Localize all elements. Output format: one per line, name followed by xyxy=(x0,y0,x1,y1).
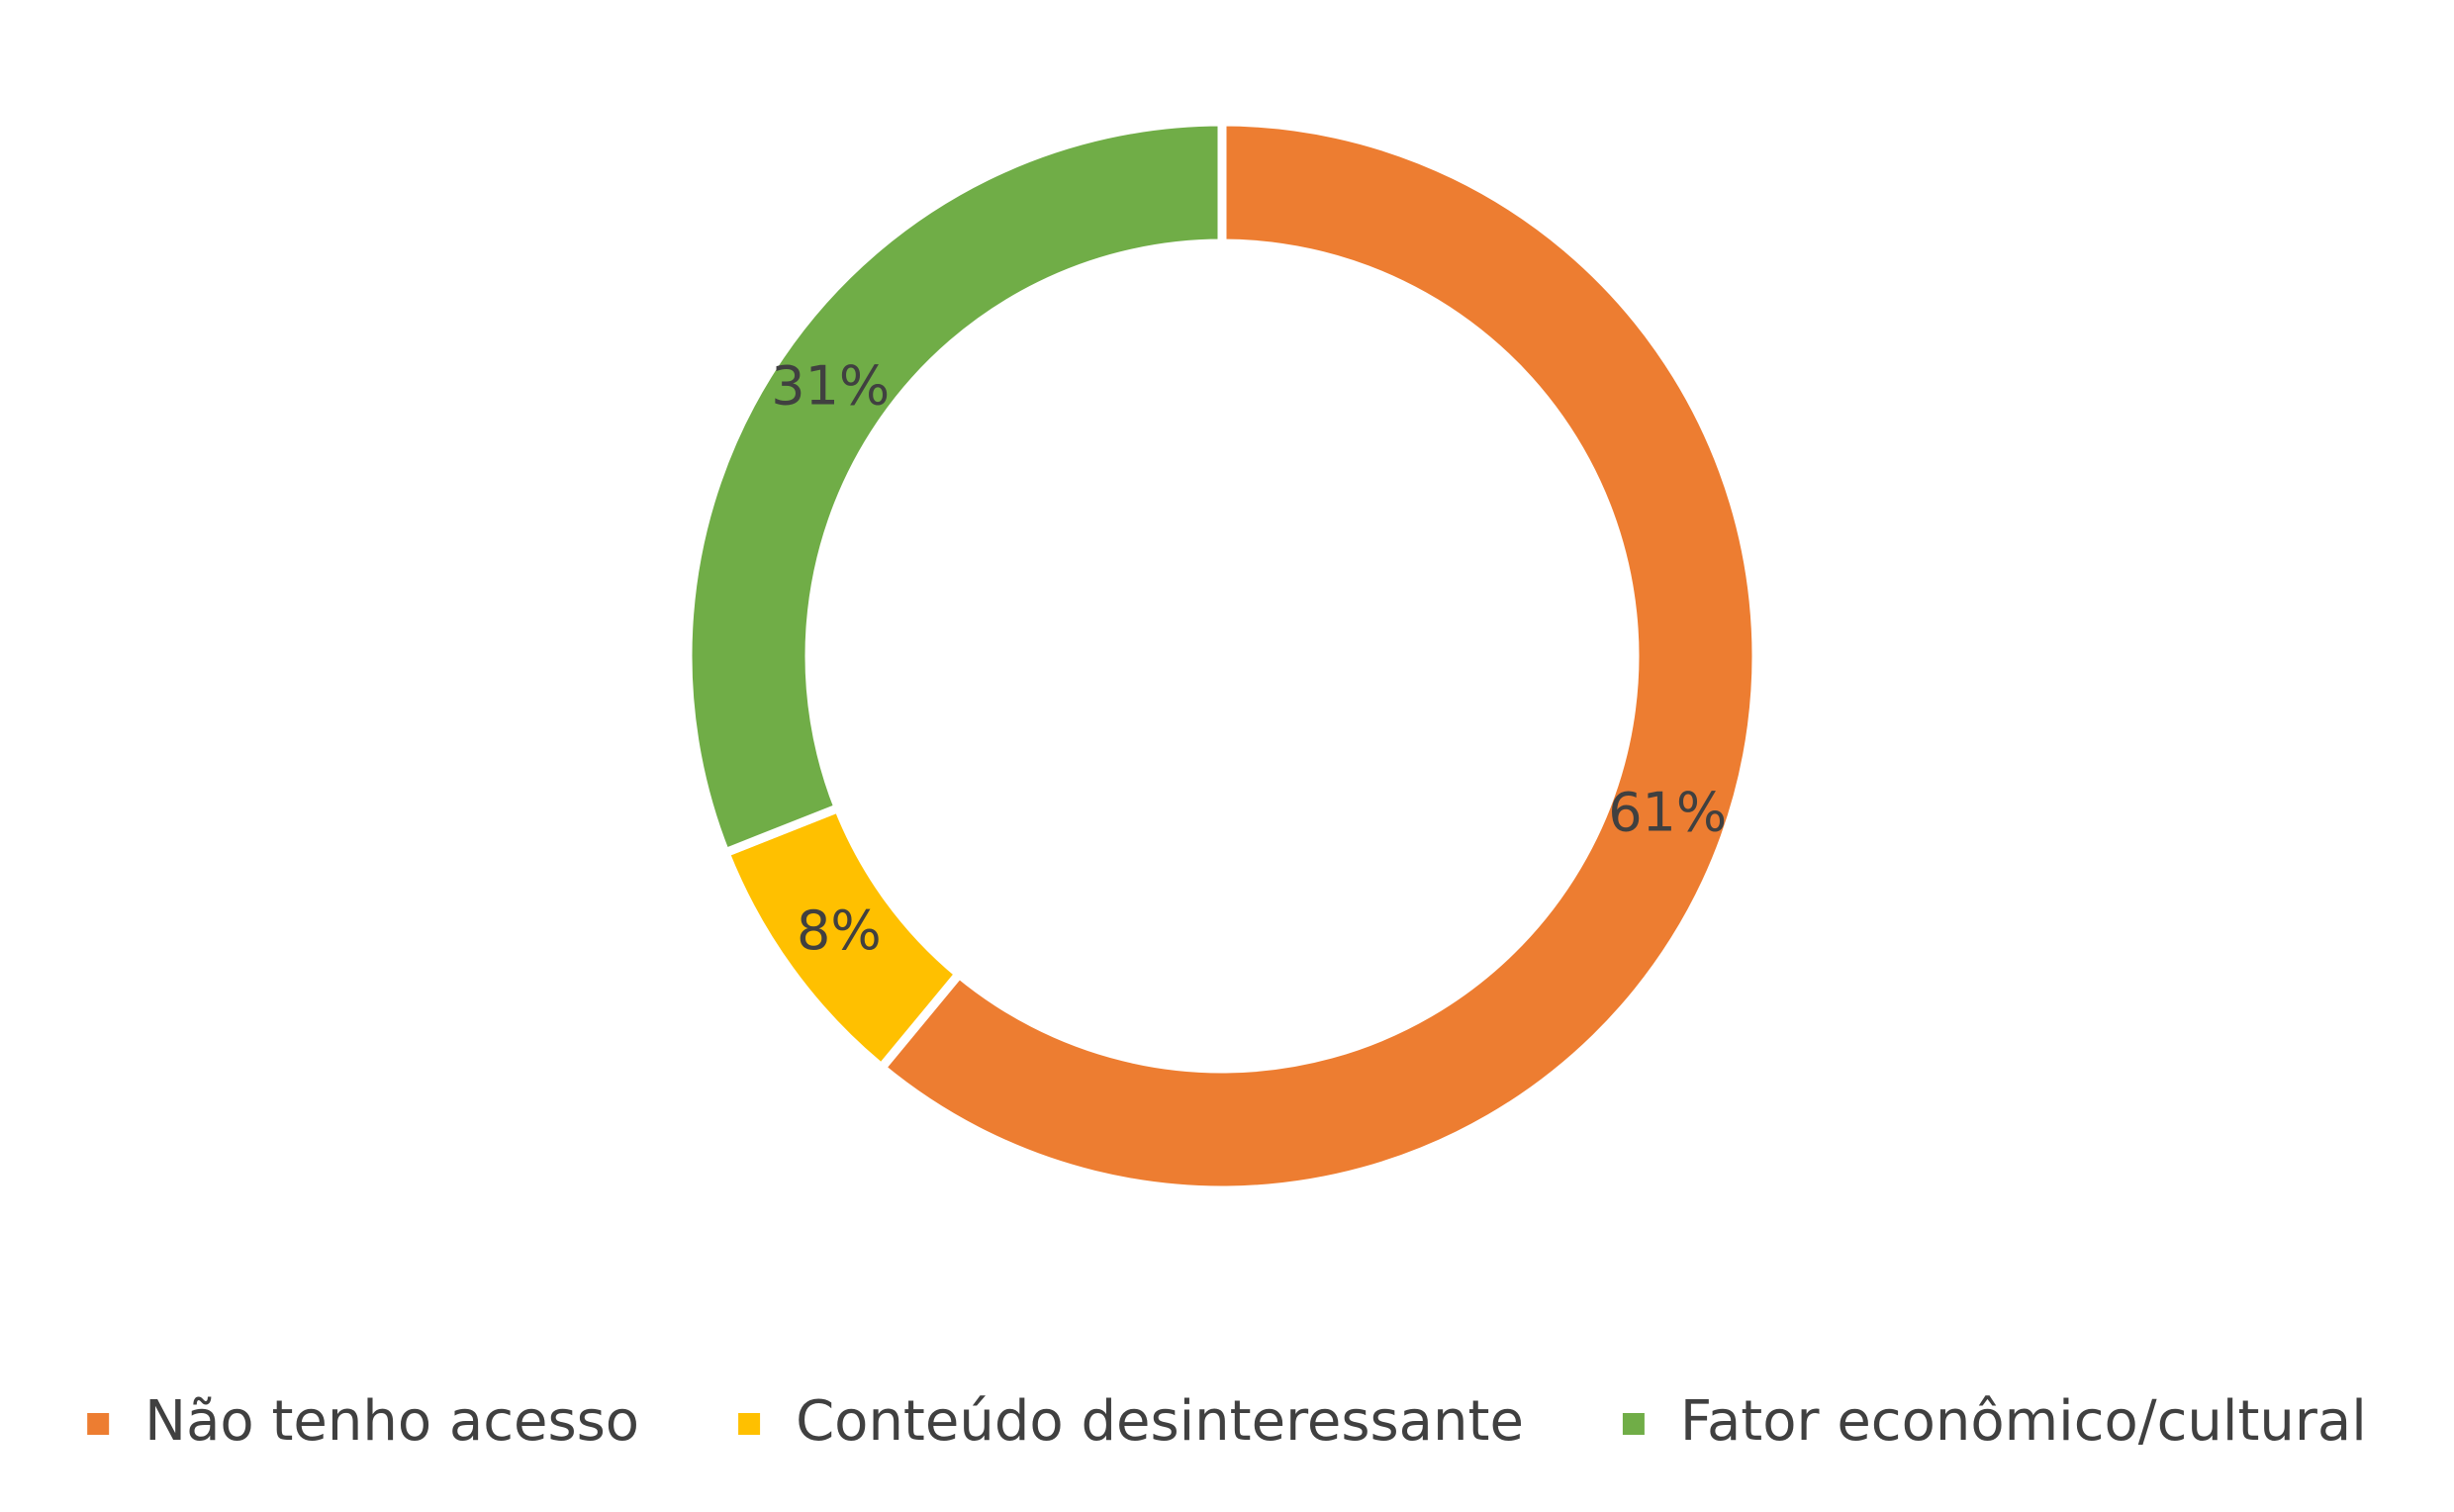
donut-segment xyxy=(875,117,1761,1195)
legend-swatch xyxy=(87,1413,110,1435)
legend-label: Fator econômico/cultural xyxy=(1680,1389,2367,1454)
legend-swatch xyxy=(1622,1413,1645,1435)
legend-label: Não tenho acesso xyxy=(144,1389,639,1454)
data-label: 31% xyxy=(771,355,890,418)
legend-label: Conteúdo desinteressante xyxy=(796,1389,1524,1454)
data-label: 61% xyxy=(1608,782,1727,844)
legend-swatch xyxy=(738,1413,761,1435)
data-label: 8% xyxy=(797,899,882,962)
donut-segment xyxy=(683,117,1227,859)
